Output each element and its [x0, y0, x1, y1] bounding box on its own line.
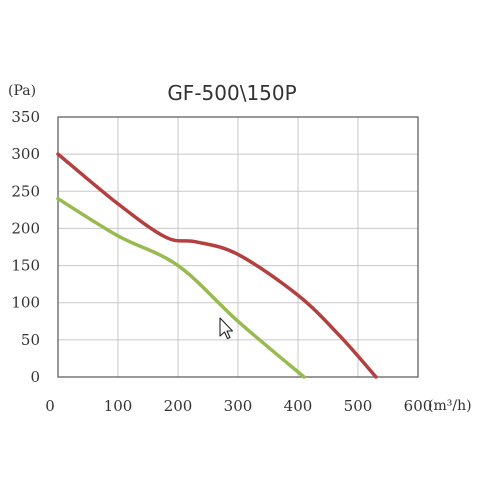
x-axis-label: (m³/h)	[428, 398, 472, 414]
x-tick-label: 400	[284, 397, 313, 415]
x-axis-ticks: 0 100 200 300 400 500 600	[45, 397, 432, 415]
plot-frame	[57, 116, 419, 378]
x-tick-label: 200	[164, 397, 193, 415]
grid	[57, 116, 419, 378]
y-tick-label: 350	[11, 108, 40, 126]
y-tick-label: 100	[11, 294, 40, 312]
y-tick-label: 50	[21, 331, 40, 349]
y-tick-label: 200	[11, 219, 40, 237]
series-layer	[56, 152, 378, 379]
x-tick-label: 100	[104, 397, 133, 415]
y-axis-label: (Pa)	[8, 83, 36, 99]
y-axis-ticks: 0 50 100 150 200 250 300 350	[11, 108, 40, 386]
x-tick-label: 300	[224, 397, 253, 415]
mouse-pointer-icon	[219, 317, 234, 340]
y-tick-label: 250	[11, 182, 40, 200]
y-tick-label: 300	[11, 145, 40, 163]
y-tick-label: 150	[11, 257, 40, 275]
x-tick-label: 0	[45, 397, 55, 415]
x-tick-label: 600	[404, 397, 433, 415]
x-tick-label: 500	[344, 397, 373, 415]
series-line-2	[56, 196, 306, 379]
y-tick-label: 0	[30, 368, 40, 386]
chart-title: GF-500\150P	[167, 81, 296, 105]
series-line-1	[56, 152, 378, 379]
